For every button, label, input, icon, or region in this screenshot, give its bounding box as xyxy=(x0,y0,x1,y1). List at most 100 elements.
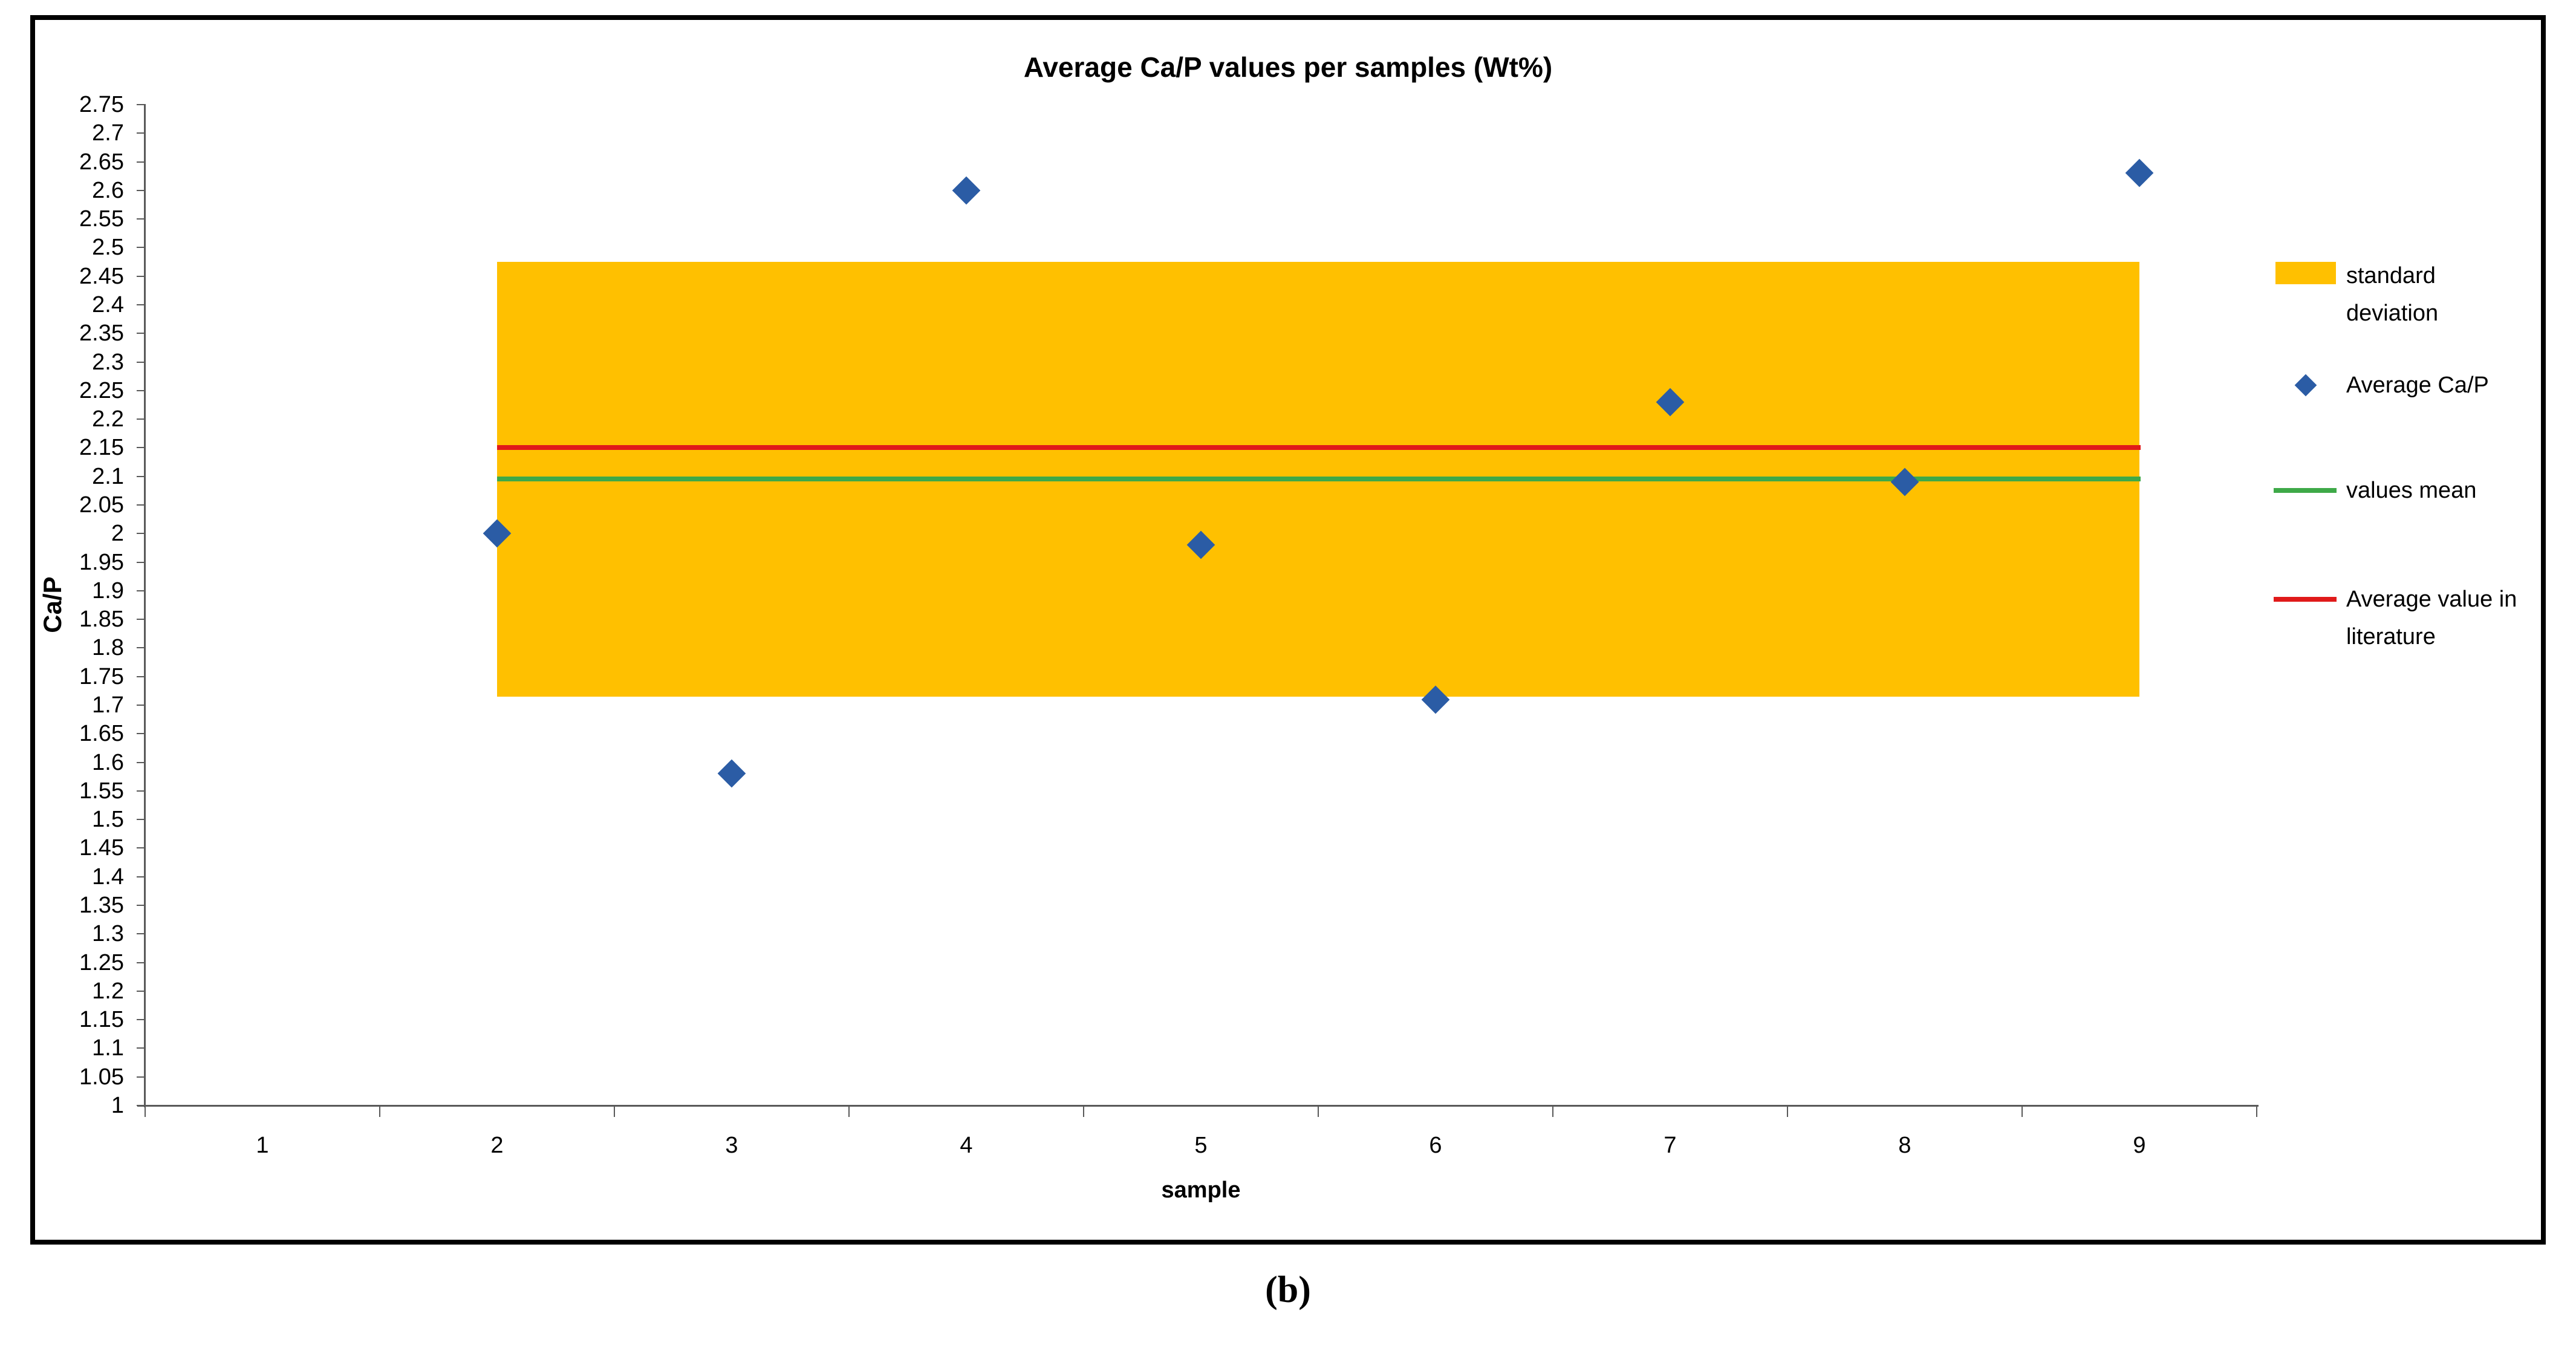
x-tick-label: 8 xyxy=(1898,1133,1911,1158)
y-tick-label: 1.7 xyxy=(92,692,124,718)
legend-label: Average value in literature xyxy=(2346,587,2517,649)
y-tick-label: 1.2 xyxy=(92,978,124,1004)
legend-swatch-diamond xyxy=(2294,374,2317,397)
y-tick-label: 2.75 xyxy=(79,92,124,117)
y-tick-mark xyxy=(137,476,146,477)
y-tick-mark xyxy=(137,304,146,305)
y-tick-label: 2.45 xyxy=(79,264,124,289)
chart-title: Average Ca/P values per samples (Wt%) xyxy=(1023,51,1553,83)
y-tick-label: 2.2 xyxy=(92,406,124,432)
x-tick-label: 5 xyxy=(1194,1133,1208,1158)
y-tick-label: 2 xyxy=(111,521,124,546)
y-tick-mark xyxy=(137,819,146,820)
legend-label: Average Ca/P xyxy=(2346,373,2489,398)
legend-label: standard deviation xyxy=(2346,263,2439,326)
y-tick-mark xyxy=(137,847,146,848)
y-tick-label: 2.05 xyxy=(79,492,124,518)
legend-swatch-line xyxy=(2274,488,2337,493)
x-tick-mark xyxy=(1552,1107,1553,1117)
y-tick-label: 1.3 xyxy=(92,921,124,946)
y-tick-label: 1.75 xyxy=(79,664,124,689)
x-tick-label: 1 xyxy=(256,1133,269,1158)
y-tick-mark xyxy=(137,962,146,963)
y-tick-label: 1 xyxy=(111,1093,124,1118)
y-tick-label: 1.55 xyxy=(79,778,124,804)
y-tick-mark xyxy=(137,390,146,391)
y-tick-mark xyxy=(137,933,146,934)
y-tick-mark xyxy=(137,161,146,163)
y-axis-line xyxy=(144,105,146,1107)
y-tick-label: 2.15 xyxy=(79,435,124,460)
x-tick-mark xyxy=(1083,1107,1084,1117)
y-tick-mark xyxy=(137,104,146,105)
y-tick-label: 1.8 xyxy=(92,635,124,660)
y-tick-mark xyxy=(137,619,146,620)
y-tick-mark xyxy=(137,504,146,506)
y-tick-label: 1.65 xyxy=(79,721,124,746)
y-tick-label: 1.85 xyxy=(79,607,124,632)
y-tick-label: 1.25 xyxy=(79,950,124,975)
figure-caption: (b) xyxy=(1265,1269,1311,1310)
y-tick-label: 2.65 xyxy=(79,149,124,175)
y-tick-mark xyxy=(137,247,146,248)
y-tick-label: 1.15 xyxy=(79,1007,124,1032)
y-tick-mark xyxy=(137,676,146,677)
y-tick-mark xyxy=(137,905,146,906)
x-tick-mark xyxy=(379,1107,380,1117)
y-tick-mark xyxy=(137,762,146,763)
y-tick-mark xyxy=(137,1076,146,1078)
y-tick-label: 2.5 xyxy=(92,235,124,260)
legend-swatch-band xyxy=(2275,262,2336,284)
y-tick-mark xyxy=(137,362,146,363)
y-tick-mark xyxy=(137,533,146,534)
y-axis-title: Ca/P xyxy=(38,576,67,633)
y-tick-mark xyxy=(137,991,146,992)
y-tick-label: 1.4 xyxy=(92,864,124,890)
y-tick-mark xyxy=(137,333,146,334)
legend-label: values mean xyxy=(2346,478,2477,503)
x-tick-label: 4 xyxy=(960,1133,973,1158)
x-tick-label: 3 xyxy=(725,1133,738,1158)
x-tick-mark xyxy=(2256,1107,2257,1117)
data-point-diamond xyxy=(952,176,981,205)
y-tick-mark xyxy=(137,276,146,277)
x-tick-mark xyxy=(145,1107,146,1117)
y-tick-mark xyxy=(137,1105,146,1106)
y-tick-label: 1.35 xyxy=(79,893,124,918)
y-tick-mark xyxy=(137,418,146,420)
y-tick-label: 1.1 xyxy=(92,1035,124,1061)
y-tick-mark xyxy=(137,190,146,191)
y-tick-mark xyxy=(137,790,146,792)
legend-swatch-line xyxy=(2274,597,2337,602)
y-tick-label: 1.45 xyxy=(79,835,124,861)
y-tick-mark xyxy=(137,647,146,648)
y-tick-mark xyxy=(137,733,146,734)
mean-line xyxy=(497,477,2141,481)
y-tick-mark xyxy=(137,1047,146,1049)
y-tick-label: 1.6 xyxy=(92,750,124,775)
y-tick-mark xyxy=(137,132,146,134)
x-axis-title: sample xyxy=(1161,1177,1241,1203)
y-tick-mark xyxy=(137,590,146,591)
y-tick-mark xyxy=(137,705,146,706)
y-tick-label: 2.3 xyxy=(92,350,124,375)
x-tick-label: 6 xyxy=(1429,1133,1442,1158)
y-tick-mark xyxy=(137,1019,146,1020)
data-point-diamond xyxy=(717,759,746,788)
x-tick-label: 7 xyxy=(1664,1133,1677,1158)
y-tick-label: 2.6 xyxy=(92,178,124,203)
y-tick-label: 2.4 xyxy=(92,292,124,317)
y-tick-label: 2.1 xyxy=(92,464,124,489)
x-tick-label: 2 xyxy=(490,1133,504,1158)
x-tick-label: 9 xyxy=(2133,1133,2146,1158)
x-tick-mark xyxy=(848,1107,850,1117)
y-tick-label: 1.95 xyxy=(79,550,124,575)
y-tick-label: 1.5 xyxy=(92,807,124,832)
y-tick-mark xyxy=(137,562,146,563)
y-tick-mark xyxy=(137,447,146,448)
x-axis-line xyxy=(137,1105,2259,1107)
y-tick-label: 2.25 xyxy=(79,378,124,403)
y-tick-label: 1.9 xyxy=(92,578,124,604)
